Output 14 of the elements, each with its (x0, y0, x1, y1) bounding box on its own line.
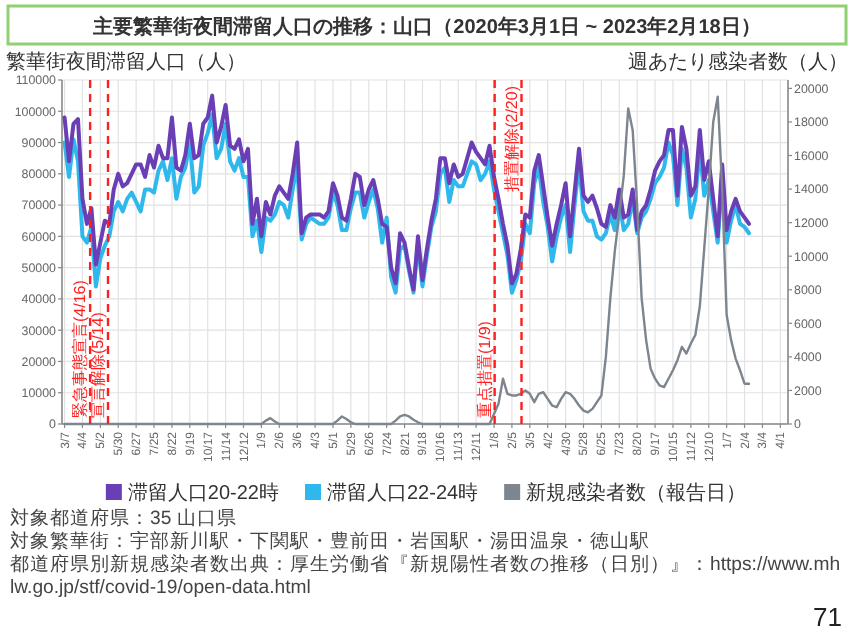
ref-line-label: 緊急事態宣言(4/16) (71, 279, 90, 418)
text: 対象繁華街：宇部新川駅・下関駅・豊前田・岩国駅・湯田温泉・徳山駅 (10, 529, 650, 553)
ref-line-label: 措置解除(2/20) (502, 85, 521, 192)
ref-line-label: 重点措置(1/9) (475, 320, 494, 418)
ref-line-label: 宣言解除(5/14) (89, 311, 108, 418)
text: 対象都道府県：35 山口県 (10, 506, 237, 530)
legend-label: 滞留人口20-22時 (127, 481, 279, 505)
legend-label: 滞留人口22-24時 (327, 481, 479, 505)
chart-title: 主要繁華街夜間滞留人口の推移：山口（2020年3月1日 ~ 2023年2月18日） (91, 15, 761, 39)
text: 都道府県別新規感染者数出典：厚生労働省『新規陽性者数の推移（日別）』：https://www.mhlw.go.jp/stf/covid-19/open-data.html (10, 552, 841, 599)
y-axis-title: 繁華街夜間滞留人口（人） (6, 50, 246, 74)
text: 71 (813, 602, 842, 632)
legend-label: 新規感染者数（報告日） (526, 481, 747, 505)
y2-axis-title: 週あたり感染者数（人） (628, 50, 848, 74)
